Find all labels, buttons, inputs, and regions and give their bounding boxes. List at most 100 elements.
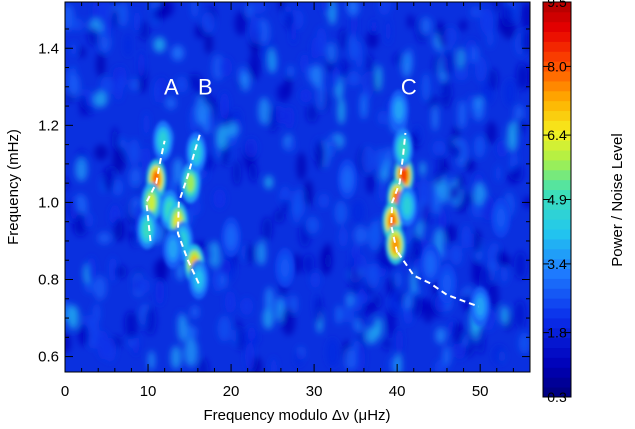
noise-blob (431, 104, 439, 132)
noise-blob (492, 345, 506, 365)
power-hotspot (143, 220, 152, 239)
colorbar-band (543, 140, 571, 151)
noise-blob (111, 146, 126, 174)
noise-blob (219, 258, 231, 275)
noise-blob (401, 51, 412, 78)
power-hotspot (394, 100, 403, 119)
noise-blob (189, 199, 201, 216)
noise-blob (514, 300, 526, 329)
noise-blob (395, 327, 404, 356)
colorbar-band (543, 81, 571, 92)
colorbar-band (543, 71, 571, 82)
noise-blob (365, 30, 379, 49)
noise-blob (457, 100, 466, 130)
noise-blob (343, 304, 354, 323)
noise-blob (432, 140, 446, 156)
noise-blob (463, 192, 475, 205)
noise-blob (507, 121, 518, 152)
noise-blob (362, 70, 375, 100)
noise-blob (118, 2, 129, 28)
noise-blob (143, 111, 150, 137)
noise-blob (337, 97, 346, 125)
noise-blob (113, 218, 126, 242)
noise-blob (316, 26, 327, 57)
noise-blob (488, 68, 499, 91)
colorbar-band (543, 229, 571, 240)
noise-blob (459, 19, 468, 32)
noise-blob (294, 350, 303, 367)
noise-blob (247, 325, 256, 342)
colorbar-band (543, 2, 571, 13)
noise-blob (292, 194, 302, 224)
noise-blob (462, 293, 473, 313)
power-hotspot (403, 197, 412, 216)
noise-blob (348, 32, 358, 61)
colorbar-label: Power / Noise Level (609, 133, 626, 266)
noise-blob (123, 33, 133, 58)
colorbar-band (543, 150, 571, 161)
colorbar-band (543, 160, 571, 171)
annotation-label: C (401, 75, 417, 100)
colorbar-tick-label: 6.4 (547, 127, 567, 143)
colorbar-band (543, 90, 571, 102)
noise-blob (353, 293, 363, 312)
noise-blob (318, 193, 330, 209)
colorbar-tick-label: 1.8 (547, 325, 567, 341)
ridge-line-c (390, 132, 407, 253)
noise-blob (434, 170, 443, 185)
noise-blob (215, 124, 229, 150)
colorbar-band (543, 120, 571, 131)
noise-blob (296, 152, 307, 181)
noise-blob (517, 117, 526, 135)
noise-blob (350, 251, 363, 273)
noise-blob (334, 200, 348, 225)
noise-blob (71, 18, 84, 32)
noise-blob (469, 5, 482, 18)
noise-blob (385, 17, 392, 45)
noise-blob (441, 49, 454, 77)
noise-blob (97, 231, 112, 245)
noise-blob (277, 83, 291, 103)
noise-blob (96, 52, 106, 77)
noise-blob (70, 42, 77, 57)
noise-blob (310, 271, 321, 289)
noise-blob (79, 94, 87, 118)
noise-blob (378, 177, 386, 205)
colorbar-tick-label: 9.5 (547, 0, 567, 10)
noise-blob (419, 161, 426, 176)
noise-blob (314, 295, 323, 324)
noise-blob (501, 4, 514, 28)
noise-blob (516, 62, 528, 92)
noise-blob (112, 179, 124, 196)
noise-blob (270, 356, 277, 372)
colorbar-band (543, 337, 571, 349)
noise-blob (305, 104, 319, 123)
x-tick-label: 10 (140, 383, 157, 400)
y-axis: 0.6 0.8 1.0 1.2 1.4 (38, 28, 530, 366)
noise-blob (403, 309, 413, 325)
noise-blob (267, 47, 277, 73)
noise-blob (112, 66, 120, 85)
y-tick-label: 0.6 (38, 349, 59, 366)
noise-blob (65, 177, 70, 191)
noise-blob (92, 2, 100, 23)
noise-blob (275, 108, 286, 125)
noise-blob (335, 305, 342, 325)
noise-blob (520, 30, 530, 54)
noise-blob (326, 338, 339, 368)
noise-blob (370, 19, 378, 35)
noise-blob (144, 306, 157, 336)
noise-blob (410, 293, 424, 318)
noise-blob (454, 63, 469, 81)
noise-blob (246, 2, 254, 18)
noise-blob (381, 337, 392, 351)
power-hotspot (159, 131, 167, 150)
noise-blob (86, 256, 97, 283)
noise-blob (133, 9, 141, 34)
noise-blob (153, 37, 166, 53)
noise-blob (332, 66, 341, 88)
noise-blob (70, 195, 78, 222)
noise-blob (102, 165, 115, 192)
noise-blob (281, 307, 296, 336)
